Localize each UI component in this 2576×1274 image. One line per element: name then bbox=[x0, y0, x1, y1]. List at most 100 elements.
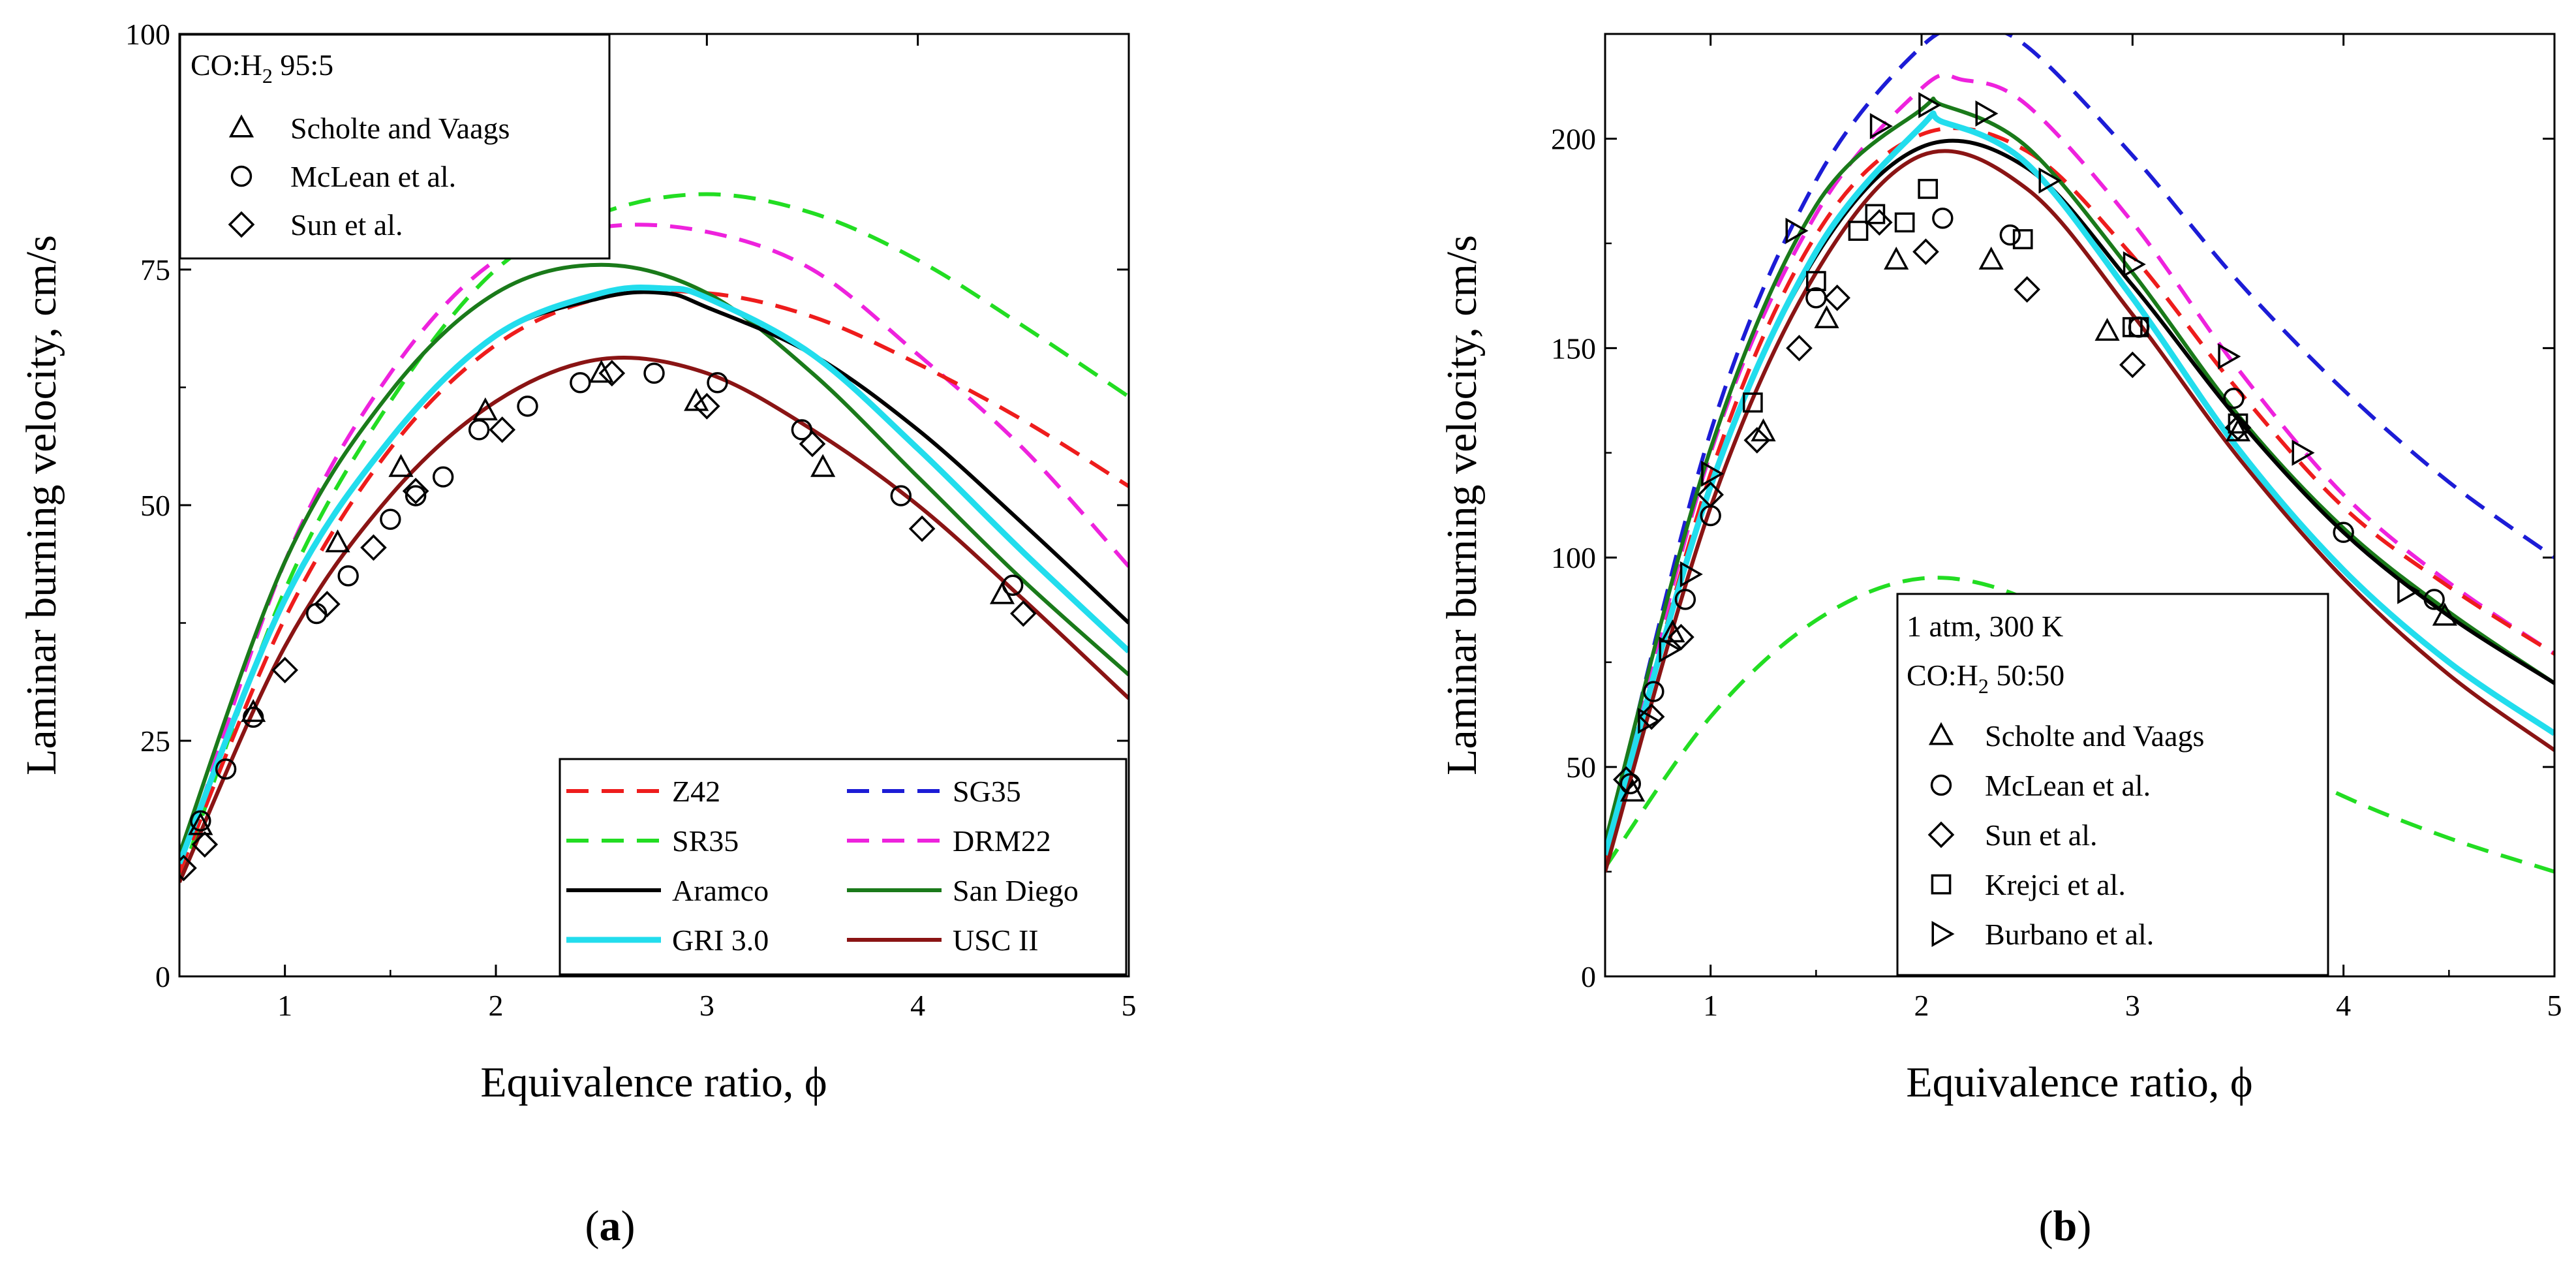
data-point-krejci-et-al bbox=[2012, 229, 2033, 249]
panel-b-chart: Laminar burning velocity, cm/s Equivalen… bbox=[1438, 33, 2562, 1250]
x-tick-label: 3 bbox=[699, 989, 714, 1022]
panel-b-legend-sun: Sun et al. bbox=[1985, 818, 2097, 852]
data-point-mclean-et-al bbox=[2333, 521, 2354, 543]
data-point-sun-et-al bbox=[1866, 209, 1893, 236]
panel-b-legend-scholte: Scholte and Vaags bbox=[1985, 719, 2204, 753]
panel-a-experiment-legend-box bbox=[179, 33, 611, 260]
panel-b-legend-burbano: Burbano et al. bbox=[1985, 918, 2154, 951]
legend-marker-burbano-et-al bbox=[1931, 920, 1955, 948]
data-point-mclean-et-al bbox=[2423, 589, 2445, 610]
y-tick-label: 150 bbox=[1551, 332, 1596, 365]
data-point-mclean-et-al bbox=[707, 372, 728, 394]
panel-a-model-legend: Z42 SG35 SR35 DRM22 Aramco San Diego GRI… bbox=[559, 758, 1127, 976]
data-point-scholte-and-vaags bbox=[325, 529, 350, 553]
y-tick-label: 50 bbox=[140, 489, 170, 522]
data-point-scholte-and-vaags bbox=[241, 699, 266, 722]
data-point-scholte-and-vaags bbox=[388, 454, 414, 477]
panel-b-experiment-legend: 1 atm, 300 K CO:H2 50:50 Scholte and Vaa… bbox=[1896, 593, 2329, 976]
data-point-scholte-and-vaags bbox=[188, 812, 213, 835]
data-point-burbano-et-al bbox=[1869, 113, 1893, 140]
panel-b-experiment-legend-box bbox=[1896, 593, 2329, 976]
legend-marker-sun-et-al bbox=[1927, 821, 1955, 848]
legend-marker-mclean-et-al bbox=[230, 165, 253, 187]
data-point-sun-et-al bbox=[191, 831, 219, 858]
y-tick-label: 75 bbox=[140, 253, 170, 287]
data-point-sun-et-al bbox=[360, 534, 387, 561]
data-point-mclean-et-al bbox=[791, 419, 813, 441]
data-point-mclean-et-al bbox=[643, 362, 665, 384]
panel-a-legend-drm22: DRM22 bbox=[953, 824, 1051, 858]
data-point-burbano-et-al bbox=[2038, 167, 2062, 194]
y-tick-label: 100 bbox=[125, 18, 170, 51]
series-line-usc-ii bbox=[1605, 149, 2554, 873]
data-point-burbano-et-al bbox=[1918, 92, 1942, 119]
series-line-san-diego bbox=[179, 262, 1129, 855]
data-point-scholte-and-vaags bbox=[2432, 602, 2457, 626]
panel-a-experimental-points bbox=[179, 360, 1037, 882]
data-point-krejci-et-al bbox=[1805, 271, 1826, 291]
data-point-burbano-et-al bbox=[2123, 251, 2146, 277]
data-point-scholte-and-vaags bbox=[1978, 246, 2004, 270]
x-tick-label: 4 bbox=[910, 989, 925, 1022]
legend-marker-sun-et-al bbox=[228, 211, 255, 238]
data-point-sun-et-al bbox=[402, 478, 429, 505]
panel-b-ylabel: Laminar burning velocity, cm/s bbox=[1438, 235, 1486, 775]
data-point-mclean-et-al bbox=[1002, 574, 1024, 596]
panel-a-legend-san-diego: San Diego bbox=[953, 874, 1079, 907]
data-point-sun-et-al bbox=[1668, 623, 1694, 651]
panel-a-legend-usc: USC II bbox=[953, 924, 1039, 957]
data-point-mclean-et-al bbox=[405, 485, 427, 506]
data-point-sun-et-al bbox=[1697, 481, 1724, 508]
data-point-mclean-et-al bbox=[1619, 773, 1642, 794]
data-point-sun-et-al bbox=[2014, 276, 2040, 303]
data-point-sun-et-al bbox=[694, 393, 720, 420]
x-tick-label: 2 bbox=[1914, 989, 1929, 1022]
data-point-burbano-et-al bbox=[1638, 707, 1661, 734]
data-point-mclean-et-al bbox=[570, 372, 591, 394]
series-line-usc-ii bbox=[179, 355, 1129, 883]
panel-a-legend-z42: Z42 bbox=[672, 775, 720, 808]
data-point-krejci-et-al bbox=[1918, 179, 1939, 199]
panel-a-plot-frame bbox=[178, 33, 1130, 978]
data-point-mclean-et-al bbox=[1999, 224, 2021, 246]
data-point-mclean-et-al bbox=[215, 758, 237, 780]
data-point-krejci-et-al bbox=[1894, 212, 1915, 233]
data-point-mclean-et-al bbox=[2223, 388, 2245, 409]
y-tick-label: 200 bbox=[1551, 122, 1596, 155]
panel-a-experiment-legend: CO:H2 95:5 Scholte and Vaags McLean et a… bbox=[179, 33, 611, 260]
data-point-mclean-et-al bbox=[380, 508, 401, 530]
data-point-mclean-et-al bbox=[337, 565, 359, 587]
panel-a-legend-scholte: Scholte and Vaags bbox=[290, 112, 510, 145]
data-point-mclean-et-al bbox=[468, 419, 490, 441]
x-tick-label: 5 bbox=[1122, 989, 1137, 1022]
data-point-scholte-and-vaags bbox=[589, 360, 614, 383]
data-point-scholte-and-vaags bbox=[1884, 246, 1909, 270]
data-point-sun-et-al bbox=[1912, 238, 1939, 266]
data-point-burbano-et-al bbox=[1701, 460, 1725, 487]
x-tick-label: 2 bbox=[489, 989, 504, 1022]
x-tick-label: 3 bbox=[2125, 989, 2140, 1022]
data-point-krejci-et-al bbox=[1742, 392, 1763, 413]
data-point-mclean-et-al bbox=[1643, 681, 1664, 702]
data-point-scholte-and-vaags bbox=[2094, 317, 2120, 341]
data-point-burbano-et-al bbox=[2218, 343, 2241, 370]
y-tick-label: 50 bbox=[1566, 751, 1596, 784]
x-tick-label: 5 bbox=[2547, 989, 2562, 1022]
data-point-sun-et-al bbox=[1743, 427, 1771, 454]
data-point-sun-et-al bbox=[179, 854, 197, 882]
x-tick-label: 1 bbox=[1703, 989, 1718, 1022]
data-point-scholte-and-vaags bbox=[1814, 305, 1839, 328]
panel-b-experimental-points bbox=[1613, 92, 2457, 802]
data-point-sun-et-al bbox=[799, 430, 826, 458]
panel-a-legend-sr35: SR35 bbox=[672, 824, 739, 858]
panel-a-chart: Laminar burning velocity, cm/s Equivalen… bbox=[18, 18, 1137, 1250]
data-point-sun-et-al bbox=[598, 360, 626, 387]
panel-a-mixture-label: CO:H2 95:5 bbox=[191, 48, 333, 87]
y-tick-label: 0 bbox=[1581, 960, 1596, 993]
data-point-krejci-et-al bbox=[2128, 317, 2149, 337]
data-point-sun-et-al bbox=[271, 657, 298, 684]
series-line-gri-3-0 bbox=[1605, 110, 2554, 856]
panel-a-experiment-legend-markers bbox=[228, 114, 255, 238]
